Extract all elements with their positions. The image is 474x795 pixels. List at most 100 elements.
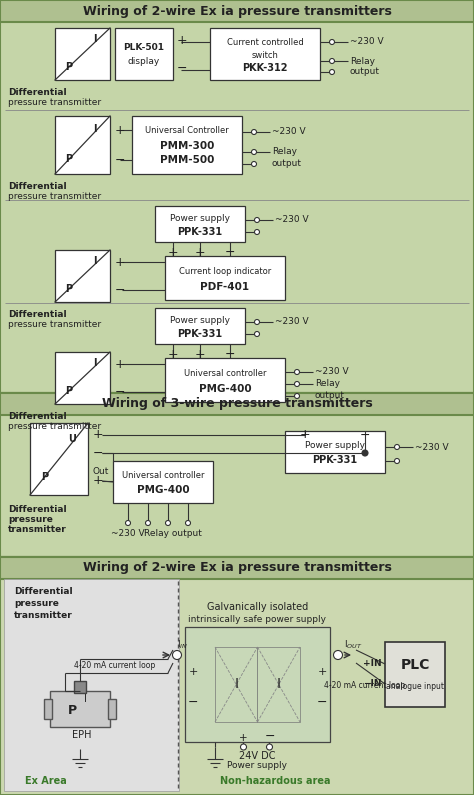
Text: Differential: Differential [14, 587, 73, 596]
Text: display: display [128, 57, 160, 66]
Text: pressure: pressure [14, 599, 59, 608]
Text: output: output [315, 391, 345, 401]
Text: PMM-500: PMM-500 [160, 155, 214, 165]
Text: PLC: PLC [401, 657, 430, 672]
Circle shape [329, 69, 335, 75]
Bar [108, 699, 116, 719]
Bar [385, 642, 445, 707]
Text: analogue input: analogue input [386, 681, 444, 691]
Text: Universal controller: Universal controller [122, 471, 204, 480]
Circle shape [394, 444, 400, 449]
Text: ~230 V: ~230 V [315, 367, 348, 377]
Circle shape [255, 332, 259, 336]
Text: ~230 V: ~230 V [272, 127, 306, 137]
Text: switch: switch [252, 51, 278, 60]
Text: ~230 V: ~230 V [275, 317, 309, 327]
Circle shape [329, 59, 335, 64]
Text: Universal controller: Universal controller [184, 369, 266, 378]
Circle shape [294, 370, 300, 374]
Bar [185, 627, 330, 742]
Text: PKK-312: PKK-312 [242, 63, 288, 72]
Text: +: + [115, 123, 126, 137]
Circle shape [252, 161, 256, 166]
Text: Power supply: Power supply [170, 214, 230, 223]
Text: pressure: pressure [8, 515, 53, 524]
Bar [55, 116, 110, 174]
Text: 24V DC: 24V DC [239, 751, 276, 761]
Circle shape [294, 394, 300, 398]
Bar [132, 116, 242, 174]
Text: PMG-400: PMG-400 [137, 486, 189, 495]
Text: Current controlled: Current controlled [227, 38, 303, 47]
Text: Differential: Differential [8, 310, 67, 319]
Text: I: I [93, 257, 96, 266]
Text: −: − [317, 696, 327, 708]
Text: +: + [177, 33, 188, 46]
Text: Galvanically isolated: Galvanically isolated [207, 602, 308, 612]
Text: ~230 V: ~230 V [415, 443, 448, 452]
Text: PPK-331: PPK-331 [177, 329, 223, 339]
Text: +IN: +IN [364, 660, 382, 669]
Text: 4-20 mA current loop: 4-20 mA current loop [324, 681, 406, 689]
Circle shape [266, 744, 273, 750]
Text: Power supply: Power supply [170, 316, 230, 325]
Circle shape [173, 650, 182, 660]
Text: transmitter: transmitter [8, 525, 67, 534]
Circle shape [255, 320, 259, 324]
Text: I: I [234, 677, 238, 692]
Bar [155, 206, 245, 242]
Text: intrinsically safe power supply: intrinsically safe power supply [189, 615, 327, 623]
Text: Differential: Differential [8, 88, 67, 97]
Text: Differential: Differential [8, 412, 67, 421]
Text: Current loop indicator: Current loop indicator [179, 267, 271, 276]
Text: Wiring of 2-wire Ex ia pressure transmitters: Wiring of 2-wire Ex ia pressure transmit… [82, 5, 392, 17]
Text: PMG-400: PMG-400 [199, 384, 251, 394]
Text: Relay: Relay [315, 379, 340, 389]
Circle shape [252, 130, 256, 134]
Text: P: P [65, 62, 73, 72]
Text: P: P [67, 704, 77, 718]
Bar [50, 691, 110, 727]
Bar [55, 28, 110, 80]
Bar [113, 461, 213, 503]
Text: output: output [350, 68, 380, 76]
Text: +: + [188, 667, 198, 677]
Text: output: output [272, 160, 302, 169]
Text: −: − [188, 696, 198, 708]
Circle shape [146, 521, 151, 525]
Text: pressure transmitter: pressure transmitter [8, 98, 101, 107]
Circle shape [165, 521, 171, 525]
Text: I$_{IN}$: I$_{IN}$ [177, 638, 189, 651]
Text: −: − [264, 730, 275, 743]
Bar [257, 647, 300, 722]
Text: −: − [115, 386, 126, 398]
Text: P: P [41, 472, 48, 482]
Text: PPK-331: PPK-331 [177, 227, 223, 237]
Text: P: P [65, 154, 73, 165]
Circle shape [334, 650, 343, 660]
Text: +: + [195, 246, 205, 259]
Text: Wiring of 3-wire pressure transmitters: Wiring of 3-wire pressure transmitters [101, 398, 373, 410]
Text: +: + [317, 667, 327, 677]
Circle shape [362, 450, 368, 456]
Text: I$_{OUT}$: I$_{OUT}$ [344, 638, 363, 651]
Text: Relay output: Relay output [144, 529, 202, 537]
Bar [285, 431, 385, 473]
Text: ~230 V: ~230 V [111, 529, 145, 537]
Text: PPK-331: PPK-331 [312, 456, 357, 465]
Bar [0, 557, 474, 795]
Circle shape [255, 218, 259, 223]
Text: Power supply: Power supply [228, 762, 288, 770]
Bar [74, 681, 86, 693]
Bar [215, 647, 257, 722]
Text: Out: Out [93, 467, 109, 475]
Bar [210, 28, 320, 80]
Text: 4-20 mA current loop: 4-20 mA current loop [74, 661, 155, 670]
Text: −: − [225, 348, 235, 361]
Text: −: − [115, 284, 126, 297]
Text: ~230 V: ~230 V [275, 215, 309, 224]
Text: I: I [93, 34, 96, 45]
Text: P: P [65, 284, 73, 294]
Text: PLK-501: PLK-501 [124, 43, 164, 52]
Text: −: − [360, 429, 370, 441]
